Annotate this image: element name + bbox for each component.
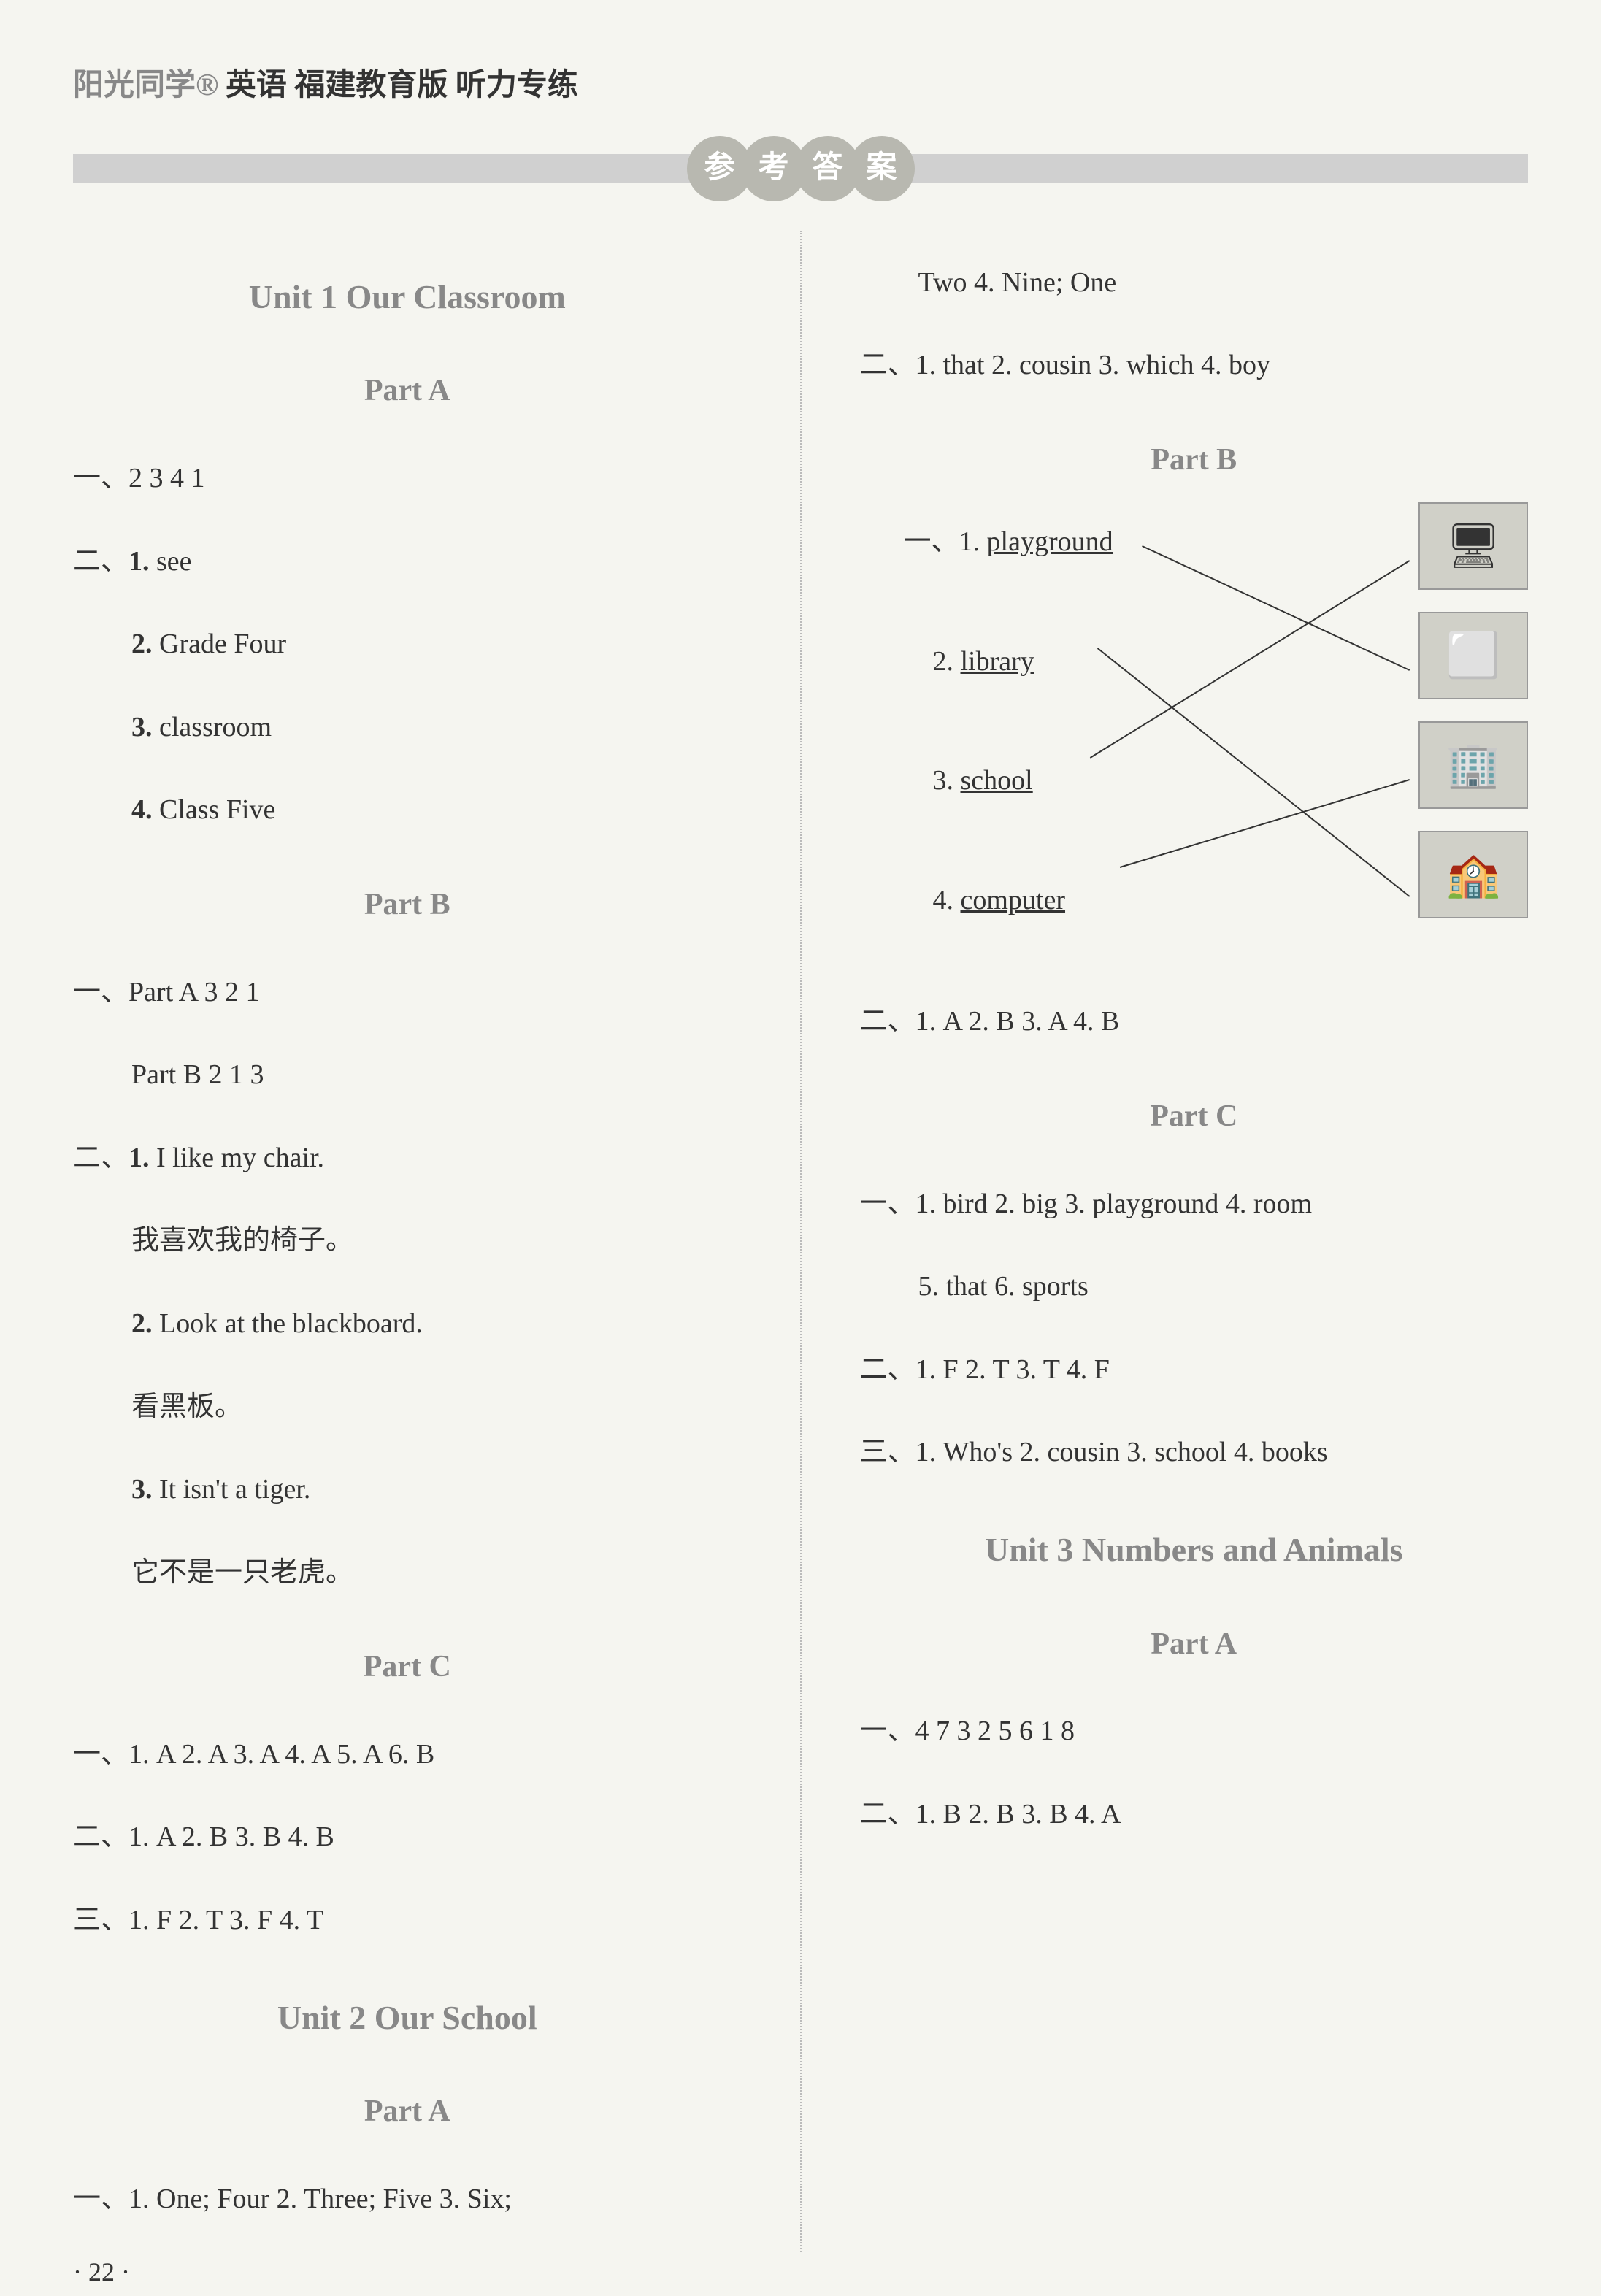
- school-icon: 🏫: [1418, 831, 1528, 918]
- item-text: classroom: [159, 712, 272, 742]
- match-images: 🖥 ⬜ 🏢 🏫: [1418, 502, 1528, 940]
- item-text: Grade Four: [159, 629, 286, 659]
- library-icon: 🏢: [1418, 721, 1528, 809]
- answer-line: 二、1. F 2. T 3. T 4. F: [860, 1340, 1529, 1401]
- item-en: I like my chair.: [156, 1143, 324, 1173]
- page-number: · 22 ·: [73, 2249, 130, 2296]
- answer-line: 一、1. A 2. A 3. A 4. A 5. A 6. B: [73, 1724, 742, 1786]
- match-word: library: [961, 646, 1034, 677]
- answer-line: 三、1. Who's 2. cousin 3. school 4. books: [860, 1422, 1529, 1483]
- item-num: 1.: [128, 546, 150, 577]
- item-en: Look at the blackboard.: [159, 1308, 423, 1339]
- playground-icon: ⬜: [1418, 612, 1528, 699]
- answer-line: 一、2 3 4 1: [73, 448, 742, 510]
- u2-partA-title: Part A: [73, 2084, 742, 2140]
- item-text: see: [156, 546, 192, 577]
- right-column: Two 4. Nine; One 二、1. that 2. cousin 3. …: [860, 231, 1529, 2252]
- unit1-title: Unit 1 Our Classroom: [73, 267, 742, 328]
- answer-line: 二、1. B 2. B 3. B 4. A: [860, 1784, 1529, 1846]
- item-num: 4.: [131, 794, 153, 825]
- reg-mark: ®: [196, 69, 218, 102]
- column-divider: [800, 231, 802, 2252]
- answer-line: 三、1. F 2. T 3. F 4. T: [73, 1890, 742, 1951]
- item-num: 2.: [933, 646, 954, 677]
- continuation-line: Two 4. Nine; One: [860, 253, 1529, 314]
- item-num: 3.: [933, 765, 954, 796]
- item-text: Class Five: [159, 794, 275, 825]
- section-prefix: 一、: [904, 526, 959, 557]
- answer-line: 一、Part A 3 2 1: [73, 962, 742, 1024]
- title-banner: 参 考 答 案: [73, 136, 1528, 201]
- section-prefix: 二、: [73, 1143, 128, 1173]
- partB-title: Part B: [860, 433, 1529, 488]
- answer-line: 二、1. A 2. B 3. B 4. B: [73, 1807, 742, 1868]
- answer-cn: 我喜欢我的椅子。: [73, 1210, 742, 1272]
- partC-title: Part C: [73, 1640, 742, 1695]
- computer-icon: 🖥: [1418, 502, 1528, 590]
- matching-diagram: 一、1. playground 2. library 3. school 4. …: [860, 517, 1529, 970]
- item-num: 3.: [131, 1474, 153, 1505]
- item-num: 1.: [128, 1143, 150, 1173]
- left-column: Unit 1 Our Classroom Part A 一、2 3 4 1 二、…: [73, 231, 742, 2252]
- answer-line: 一、4 7 3 2 5 6 1 8: [860, 1701, 1529, 1762]
- match-word: computer: [961, 885, 1066, 915]
- unit3-title: Unit 3 Numbers and Animals: [860, 1520, 1529, 1581]
- u3-partA-title: Part A: [860, 1617, 1529, 1673]
- page-header: 阳光同学® 英语 福建教育版 听力专练: [73, 58, 1528, 114]
- answer-line: 2. Look at the blackboard.: [73, 1294, 742, 1355]
- answer-line: 二、1. see: [73, 531, 742, 593]
- answer-line: 一、1. One; Four 2. Three; Five 3. Six;: [73, 2169, 742, 2230]
- match-item: 一、1. playground: [904, 517, 1113, 567]
- match-item: 4. computer: [933, 875, 1113, 925]
- main-columns: Unit 1 Our Classroom Part A 一、2 3 4 1 二、…: [73, 231, 1528, 2252]
- partA-title: Part A: [73, 364, 742, 419]
- answer-line: 二、1. I like my chair.: [73, 1128, 742, 1189]
- partB-title: Part B: [73, 878, 742, 933]
- answer-line: 二、1. that 2. cousin 3. which 4. boy: [860, 335, 1529, 396]
- answer-line: 2. Grade Four: [73, 614, 742, 675]
- item-num: 1.: [959, 526, 980, 557]
- match-item: 2. library: [933, 637, 1113, 686]
- answer-cn: 看黑板。: [73, 1377, 742, 1438]
- item-num: 2.: [131, 629, 153, 659]
- answer-line: 3. It isn't a tiger.: [73, 1459, 742, 1521]
- logo-text: 阳光同学: [73, 69, 196, 102]
- answer-line: 5. that 6. sports: [860, 1256, 1529, 1318]
- match-word: school: [961, 765, 1033, 796]
- answer-line: 4. Class Five: [73, 780, 742, 841]
- answer-line: 3. classroom: [73, 697, 742, 759]
- item-num: 4.: [933, 885, 954, 915]
- answer-line: 一、1. bird 2. big 3. playground 4. room: [860, 1174, 1529, 1235]
- match-word: playground: [987, 526, 1113, 557]
- title-circles: 参 考 答 案: [693, 136, 909, 201]
- item-num: 2.: [131, 1308, 153, 1339]
- answer-cn: 它不是一只老虎。: [73, 1543, 742, 1604]
- item-num: 3.: [131, 712, 153, 742]
- match-words: 一、1. playground 2. library 3. school 4. …: [904, 517, 1113, 994]
- title-char: 案: [849, 136, 915, 201]
- answer-line: Part B 2 1 3: [73, 1045, 742, 1106]
- answer-line: 二、1. A 2. B 3. A 4. B: [860, 991, 1529, 1053]
- unit2-title: Unit 2 Our School: [73, 1988, 742, 2049]
- partC-title: Part C: [860, 1089, 1529, 1145]
- series-text: 英语 福建教育版 听力专练: [226, 69, 578, 102]
- match-item: 3. school: [933, 756, 1113, 805]
- item-en: It isn't a tiger.: [159, 1474, 310, 1505]
- section-prefix: 二、: [73, 546, 128, 577]
